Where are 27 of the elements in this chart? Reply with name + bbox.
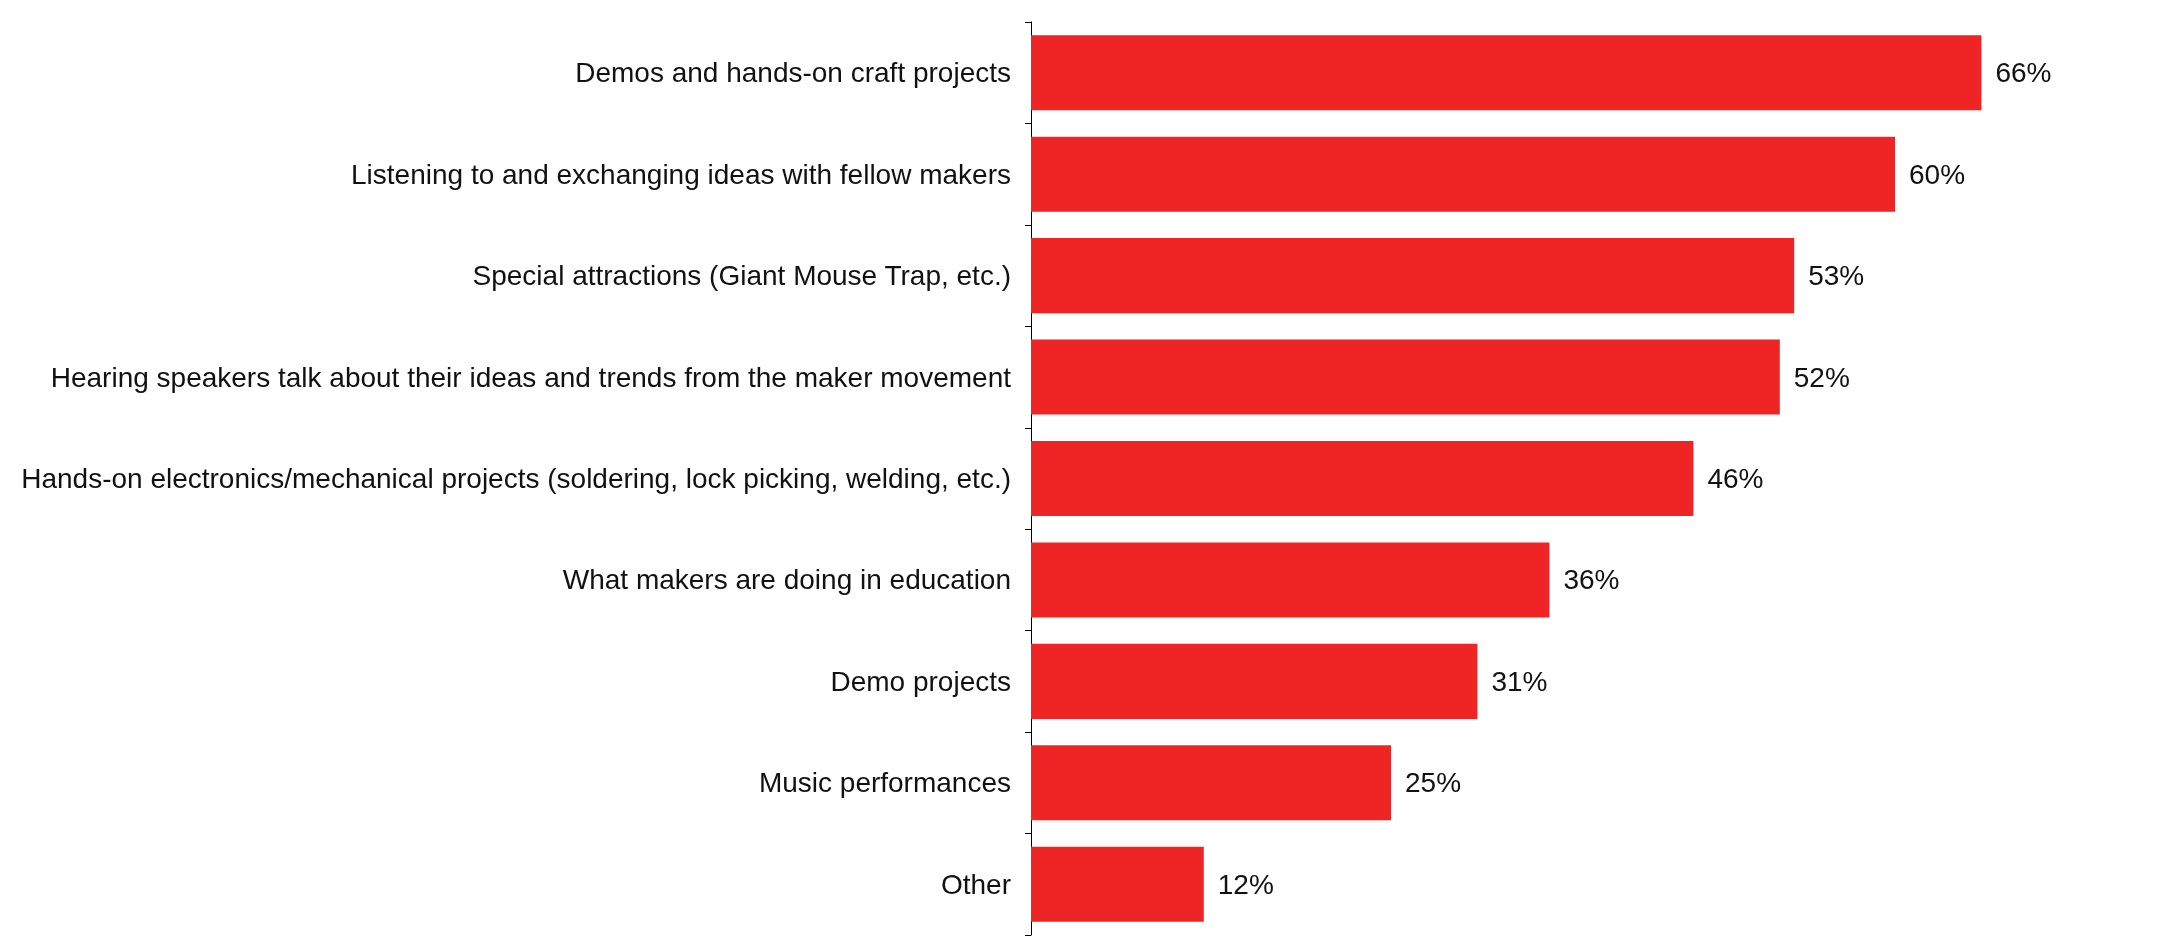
y-tick-label: Demos and hands-on craft projects xyxy=(575,57,1011,89)
data-label: 52% xyxy=(1793,361,1850,393)
bar xyxy=(1031,745,1391,821)
data-label: 66% xyxy=(1995,57,2052,89)
y-tick-label: What makers are doing in education xyxy=(562,564,1011,596)
data-label: 12% xyxy=(1217,868,1274,900)
bar xyxy=(1031,136,1895,212)
y-tick-label: Music performances xyxy=(758,767,1011,799)
data-label: 36% xyxy=(1563,564,1620,596)
bar xyxy=(1031,643,1478,719)
data-label: 53% xyxy=(1808,260,1865,292)
data-label: 25% xyxy=(1405,767,1462,799)
bar xyxy=(1031,238,1795,314)
y-tick-label: Other xyxy=(940,868,1011,900)
data-label: 46% xyxy=(1707,463,1764,494)
y-tick-label: Listening to and exchanging ideas with fellow makers xyxy=(351,158,1011,190)
y-tick-label: Special attractions (Giant Mouse Trap, etc.) xyxy=(472,260,1011,292)
bar xyxy=(1031,542,1550,618)
y-tick-label: Hearing speakers talk about their ideas and trends from the maker movement xyxy=(50,361,1012,393)
bar xyxy=(1031,846,1204,922)
data-label: 31% xyxy=(1491,665,1548,697)
data-label: 60% xyxy=(1909,158,1966,190)
bar xyxy=(1031,440,1694,517)
bar xyxy=(1031,339,1780,415)
y-tick-label: Demo projects xyxy=(830,665,1011,697)
bar xyxy=(1031,35,1982,111)
y-tick-label: Hands-on electronics/mechanical projects (soldering, lock picking, welding, etc.) xyxy=(21,463,1011,494)
